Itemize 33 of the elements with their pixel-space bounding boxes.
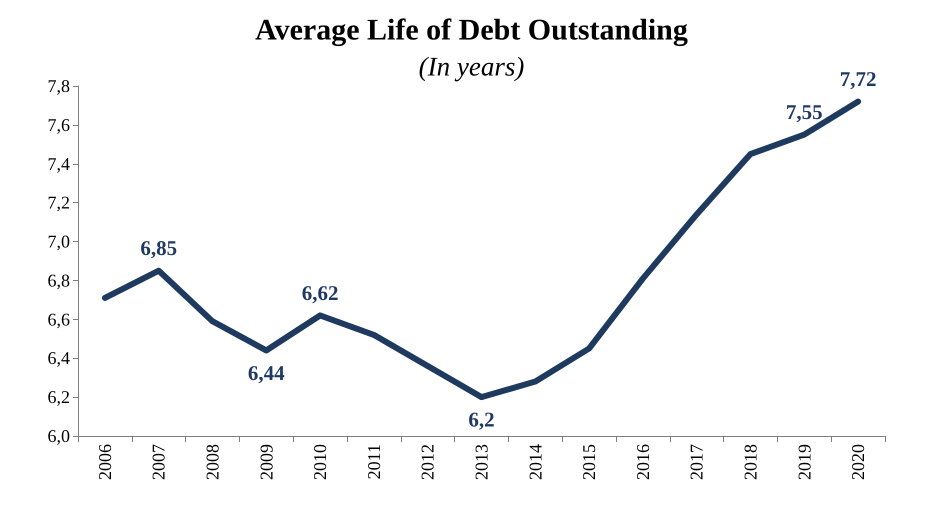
x-tick-label: 2012 — [418, 444, 438, 480]
x-tick-label: 2019 — [794, 444, 814, 480]
y-tick-label: 6,2 — [48, 387, 70, 408]
x-tick-label: 2007 — [148, 444, 169, 480]
y-tick-label: 6,4 — [48, 348, 70, 368]
y-tick-label: 6,8 — [48, 270, 70, 290]
x-tick-label: 2011 — [364, 444, 384, 480]
y-tick-label: 6,0 — [48, 426, 70, 446]
x-tick-label: 2014 — [525, 444, 546, 480]
chart-subtitle: (In years) — [418, 52, 524, 82]
chart-title: Average Life of Debt Outstanding — [255, 14, 688, 46]
x-tick-label: 2008 — [202, 444, 222, 480]
y-tick-label: 7,8 — [48, 76, 70, 96]
y-tick-label: 7,0 — [48, 232, 70, 252]
data-label: 6,62 — [302, 280, 338, 305]
data-label: 7,55 — [786, 100, 823, 124]
x-tick-label: 2010 — [310, 444, 330, 480]
y-tick-label: 7,6 — [48, 114, 70, 135]
y-tick-label: 7,2 — [48, 192, 70, 213]
data-label: 6,85 — [140, 236, 178, 260]
x-tick-label: 2017 — [686, 444, 707, 480]
x-tick-label: 2018 — [740, 444, 760, 480]
x-tick-label: 2013 — [472, 444, 492, 480]
x-tick-label: 2009 — [256, 444, 276, 480]
x-tick-label: 2016 — [632, 444, 653, 480]
x-tick-label: 2020 — [848, 444, 868, 480]
data-label: 6,44 — [248, 360, 286, 385]
y-tick-label: 7,4 — [48, 154, 70, 174]
data-label: 6,2 — [468, 408, 495, 432]
x-tick-label: 2006 — [94, 444, 115, 480]
y-tick-label: 6,6 — [48, 309, 70, 330]
x-tick-label: 2015 — [579, 444, 600, 480]
data-label: 7,72 — [840, 67, 876, 92]
